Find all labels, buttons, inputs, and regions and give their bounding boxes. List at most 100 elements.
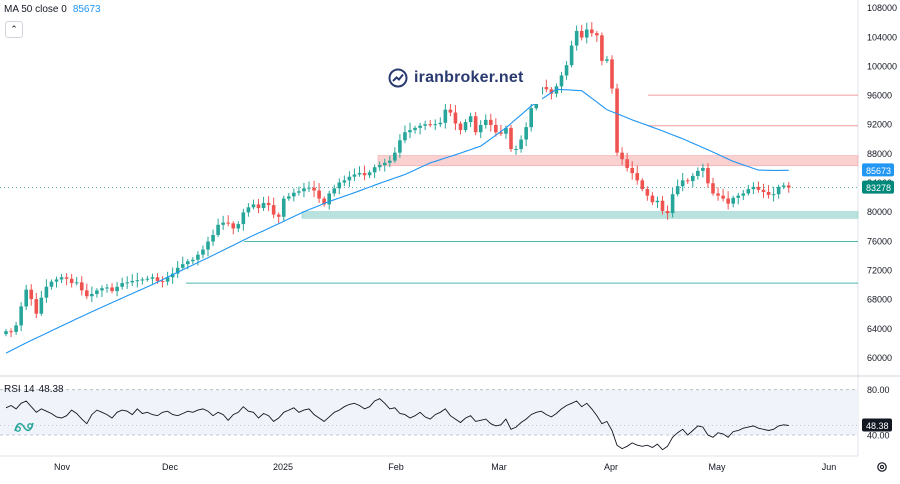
ma-legend-label: MA 50 close 0: [4, 4, 67, 15]
price-tick-label: 100000: [867, 61, 897, 71]
candle-body: [696, 170, 700, 176]
gear-icon[interactable]: [876, 461, 888, 473]
ma-legend: MA 50 close 0 85673: [4, 4, 101, 15]
candle: [756, 181, 761, 193]
candle-body: [9, 331, 13, 333]
candle-body: [706, 167, 710, 184]
candle: [418, 122, 422, 135]
candle: [766, 185, 771, 199]
candle: [685, 178, 690, 184]
candle: [625, 153, 629, 172]
candle: [226, 215, 230, 227]
candle: [347, 171, 352, 187]
candle: [64, 273, 69, 286]
candle: [110, 283, 114, 294]
candle-body: [544, 87, 549, 90]
candle-body: [766, 192, 771, 195]
candle: [24, 284, 28, 311]
candle: [453, 105, 458, 131]
candle-body: [489, 119, 493, 125]
candle-body: [39, 297, 44, 314]
ma-price-tag-bg: [862, 163, 894, 177]
candle: [514, 145, 518, 155]
candle-body: [756, 186, 761, 190]
candle-body: [34, 299, 39, 314]
candle-body: [685, 180, 690, 182]
candle: [741, 189, 746, 201]
candle: [448, 102, 453, 117]
candle-body: [347, 176, 352, 181]
candle-body: [110, 287, 114, 292]
candle-body: [463, 122, 468, 131]
candle-body: [691, 175, 695, 182]
candle-body: [24, 289, 28, 307]
candle: [14, 321, 18, 335]
candle-body: [79, 282, 84, 291]
candle-body: [388, 160, 392, 163]
candle-body: [160, 280, 165, 282]
candle: [670, 188, 675, 218]
candle: [579, 24, 584, 41]
candle: [95, 288, 99, 298]
candle-body: [504, 127, 508, 134]
candle: [211, 229, 215, 246]
candle-body: [655, 200, 660, 203]
candle-body: [317, 190, 321, 199]
candle: [337, 178, 342, 195]
candle-body: [382, 162, 387, 166]
candle: [135, 272, 140, 288]
time-tick-label: Feb: [388, 462, 404, 472]
candle: [221, 215, 225, 230]
candle: [675, 179, 680, 197]
candle: [180, 256, 185, 270]
candle: [145, 275, 150, 282]
candle-body: [670, 194, 675, 214]
candle: [332, 184, 337, 197]
candle: [489, 113, 493, 132]
candle-body: [620, 152, 624, 160]
candle-body: [19, 306, 23, 326]
candle: [362, 165, 367, 181]
candle-body: [680, 180, 685, 187]
candle-body: [120, 283, 124, 287]
candle-body: [307, 187, 311, 189]
candle-body: [569, 45, 574, 66]
candle-body: [726, 198, 730, 204]
candle: [398, 134, 402, 158]
candle: [635, 165, 640, 185]
iranbroker-logo-icon: [388, 68, 408, 88]
candle-body: [403, 132, 407, 141]
candle: [665, 205, 670, 220]
candle: [731, 195, 735, 208]
candle: [292, 188, 296, 202]
time-tick-label: Dec: [162, 462, 179, 472]
candle-body: [448, 109, 453, 113]
candle: [726, 191, 730, 210]
candle: [256, 198, 261, 214]
ma-legend-value: 85673: [72, 4, 101, 15]
candle: [529, 102, 533, 132]
candle: [165, 271, 170, 286]
candle: [701, 163, 705, 178]
candle-body: [74, 282, 79, 284]
price-tick-label: 96000: [867, 91, 892, 101]
candle: [175, 261, 180, 278]
candle: [584, 22, 589, 44]
candle: [79, 276, 84, 296]
candle: [59, 273, 64, 284]
rsi-legend-label: RSI 14: [4, 384, 35, 395]
candle-body: [731, 197, 735, 204]
rsi-tag-text: 48.38: [866, 421, 889, 431]
chevron-up-icon[interactable]: ⌃: [5, 21, 23, 38]
support-zone: [301, 211, 859, 219]
candle: [554, 83, 559, 98]
candle-body: [287, 196, 291, 199]
candle: [771, 186, 776, 202]
candle: [564, 61, 569, 80]
candle: [468, 112, 473, 128]
candle-body: [433, 124, 438, 126]
resistance-zone: [377, 155, 859, 167]
candle: [160, 276, 165, 288]
candle-body: [746, 189, 751, 194]
